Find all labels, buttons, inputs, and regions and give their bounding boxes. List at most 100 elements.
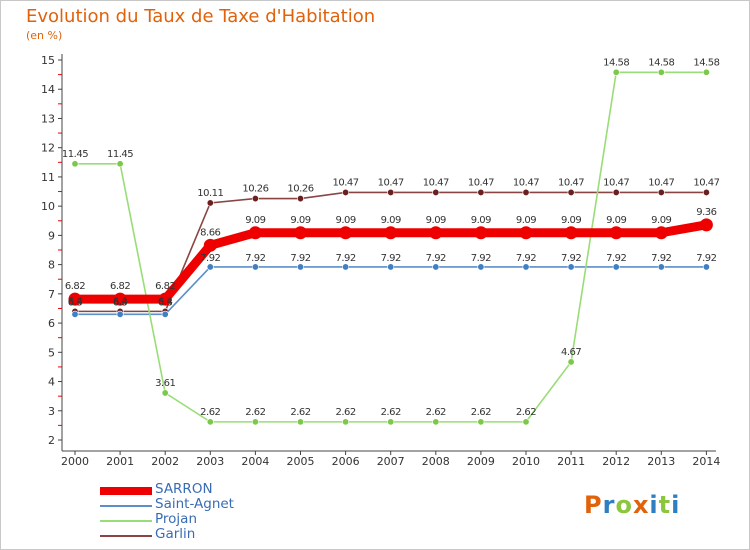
data-label-saint-agnet: 7.92 <box>561 253 581 264</box>
legend-label-garlin: Garlin <box>155 526 196 542</box>
data-point-projan <box>657 68 665 76</box>
data-label-saint-agnet: 6.3 <box>113 297 128 308</box>
data-label-saint-agnet: 7.92 <box>516 253 536 264</box>
legend-label-projan: Projan <box>155 511 197 527</box>
data-label-garlin: 10.47 <box>603 177 629 188</box>
data-label-garlin: 10.47 <box>378 177 404 188</box>
data-point-saint-agnet <box>387 263 395 271</box>
data-point-sarron <box>158 292 172 306</box>
y-tick-label: 12 <box>41 142 55 155</box>
data-point-garlin <box>657 188 665 196</box>
data-point-saint-agnet <box>71 310 79 318</box>
logo-letter: t <box>658 491 672 519</box>
x-tick-label: 2009 <box>467 455 495 468</box>
data-label-projan: 11.45 <box>62 149 88 160</box>
data-label-sarron: 9.09 <box>290 215 310 226</box>
x-tick-label: 2011 <box>557 455 585 468</box>
x-tick-label: 2007 <box>377 455 405 468</box>
data-label-saint-agnet: 7.92 <box>471 253 491 264</box>
data-point-projan <box>251 418 259 426</box>
data-point-sarron <box>294 226 307 240</box>
data-label-sarron: 8.66 <box>200 227 220 238</box>
logo-letter: x <box>632 491 650 519</box>
data-label-sarron: 6.82 <box>65 281 85 292</box>
data-point-projan <box>206 418 214 426</box>
data-point-projan <box>612 68 620 76</box>
y-unit-label: (en %) <box>26 29 63 42</box>
proxiti-logo: Proxiti <box>584 491 680 519</box>
y-tick-label: 10 <box>41 200 55 213</box>
data-label-sarron: 9.09 <box>606 215 626 226</box>
data-label-garlin: 10.11 <box>197 188 223 199</box>
y-tick-label: 6 <box>48 317 55 330</box>
data-point-projan <box>342 418 350 426</box>
data-point-projan <box>116 160 124 168</box>
data-point-garlin <box>251 195 259 203</box>
data-point-garlin <box>387 188 395 196</box>
data-label-projan: 14.58 <box>648 57 674 68</box>
data-point-sarron <box>699 218 713 232</box>
data-label-garlin: 10.47 <box>513 177 539 188</box>
data-label-sarron: 9.09 <box>651 215 671 226</box>
y-tick-label: 2 <box>48 434 55 447</box>
data-point-sarron <box>339 226 353 240</box>
data-point-garlin <box>206 199 214 207</box>
data-label-saint-agnet: 7.92 <box>426 253 446 264</box>
y-tick-label: 9 <box>48 229 55 242</box>
data-point-saint-agnet <box>657 263 665 271</box>
data-label-projan: 14.58 <box>603 57 629 68</box>
data-point-saint-agnet <box>296 263 304 271</box>
data-point-garlin <box>567 188 575 196</box>
y-tick-label: 15 <box>41 54 55 67</box>
data-point-projan <box>161 389 169 397</box>
data-label-saint-agnet: 7.92 <box>651 253 671 264</box>
data-point-garlin <box>342 188 350 196</box>
data-point-projan <box>432 418 440 426</box>
data-label-sarron: 9.09 <box>335 215 355 226</box>
logo-letter: i <box>649 491 659 519</box>
data-label-sarron: 6.82 <box>110 281 130 292</box>
data-point-sarron <box>384 226 398 240</box>
x-tick-label: 2013 <box>647 455 675 468</box>
data-point-projan <box>522 418 530 426</box>
data-point-saint-agnet <box>206 263 214 271</box>
data-point-sarron <box>68 292 82 306</box>
legend-swatch-projan <box>100 520 152 522</box>
data-point-projan <box>296 418 304 426</box>
legend-swatch-garlin <box>100 535 152 537</box>
data-point-garlin <box>296 195 304 203</box>
data-label-garlin: 10.47 <box>693 177 719 188</box>
x-tick-label: 2004 <box>241 455 269 468</box>
y-tick-label: 7 <box>48 288 55 301</box>
data-point-saint-agnet <box>522 263 530 271</box>
data-point-garlin <box>702 188 710 196</box>
data-label-sarron: 9.09 <box>245 215 265 226</box>
data-label-projan: 14.58 <box>693 57 719 68</box>
data-label-saint-agnet: 7.92 <box>335 253 355 264</box>
logo-letter: i <box>671 491 681 519</box>
logo-letter: o <box>615 491 633 519</box>
data-label-projan: 11.45 <box>107 149 133 160</box>
chart-title: Evolution du Taux de Taxe d'Habitation <box>26 6 376 27</box>
data-label-saint-agnet: 7.92 <box>200 253 220 264</box>
data-point-garlin <box>432 188 440 196</box>
y-tick-label: 8 <box>48 259 55 272</box>
data-label-projan: 2.62 <box>245 407 265 418</box>
data-point-saint-agnet <box>477 263 485 271</box>
data-label-garlin: 10.47 <box>648 177 674 188</box>
logo-letter: r <box>602 491 616 519</box>
data-label-garlin: 6.4 <box>158 296 173 307</box>
data-label-saint-agnet: 7.92 <box>381 253 401 264</box>
data-label-projan: 3.61 <box>155 378 175 389</box>
data-label-projan: 2.62 <box>426 407 446 418</box>
x-tick-label: 2003 <box>196 455 224 468</box>
data-point-projan <box>477 418 485 426</box>
data-point-projan <box>567 358 575 366</box>
x-tick-label: 2008 <box>422 455 450 468</box>
y-tick-label: 11 <box>41 171 55 184</box>
data-label-saint-agnet: 7.92 <box>245 253 265 264</box>
data-label-projan: 2.62 <box>335 407 355 418</box>
series-line-projan <box>75 71 707 423</box>
data-label-projan: 2.62 <box>200 407 220 418</box>
